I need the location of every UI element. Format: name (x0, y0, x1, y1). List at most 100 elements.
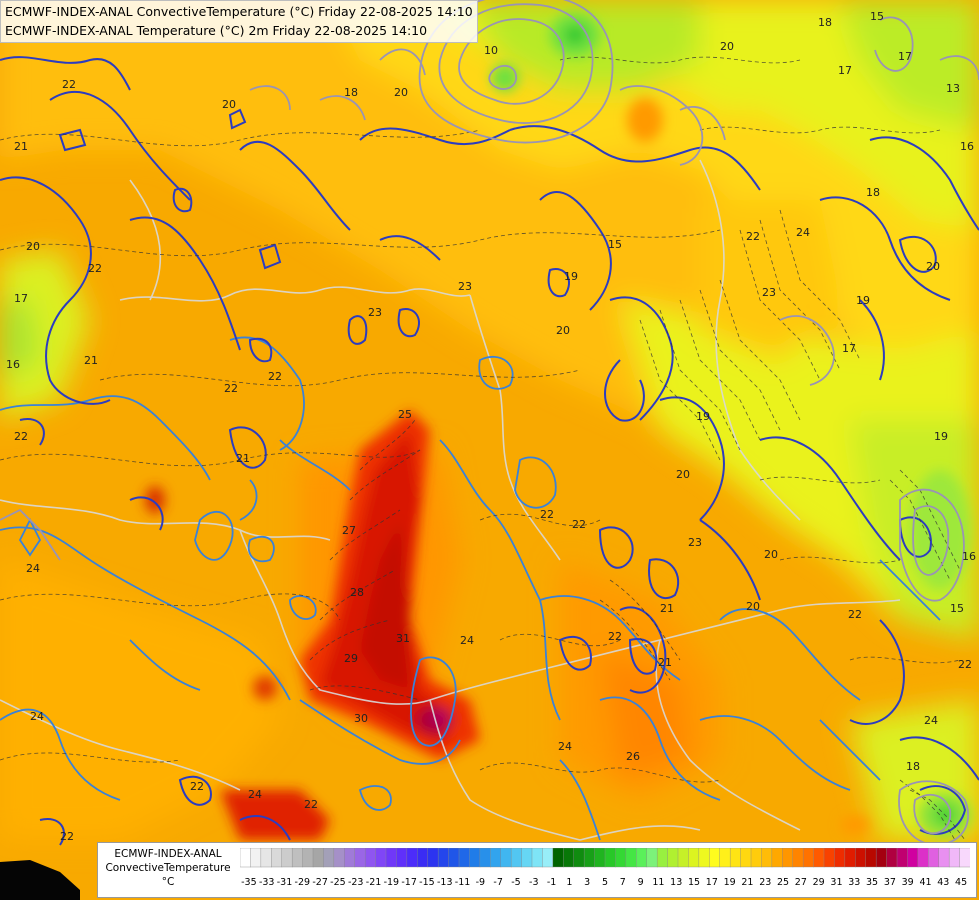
legend-swatch (729, 848, 742, 868)
legend-swatch (625, 848, 637, 868)
legend-tick-label: 11 (652, 877, 664, 888)
legend-swatch (719, 848, 731, 868)
legend-unit: °C (161, 876, 175, 888)
legend-swatch (375, 848, 387, 868)
contour-label: 15 (950, 602, 964, 615)
legend-tick-label: -29 (295, 877, 311, 888)
legend-tick-label: 29 (813, 877, 825, 888)
contour-label: 21 (660, 602, 674, 615)
contour-label: 22 (848, 608, 862, 621)
legend-tick-label: 45 (955, 877, 967, 888)
contour-label: 26 (626, 750, 640, 763)
contour-label: 10 (484, 44, 498, 57)
legend-swatch (688, 848, 700, 868)
contour-label: 22 (304, 798, 318, 811)
legend-swatch (552, 848, 564, 868)
legend-tick-label: 5 (602, 877, 608, 888)
legend-swatch (855, 848, 867, 868)
legend-title: ECMWF-INDEX-ANAL ConvectiveTemperature °… (102, 847, 234, 889)
legend-tick-label: 27 (795, 877, 807, 888)
legend-color-bar: -35 -33 -31 -29 -27 -25 -23 -21 -19 -17 -15 -13 -11-… (240, 848, 970, 888)
legend-tick-label: -15 (419, 877, 435, 888)
legend-tick-label: 7 (620, 877, 626, 888)
map-title-box: ECMWF-INDEX-ANAL ConvectiveTemperature (… (0, 0, 478, 43)
legend-swatch (709, 848, 721, 868)
legend-tick-label: -3 (529, 877, 538, 888)
contour-label: 24 (30, 710, 44, 723)
contour-label: 23 (458, 280, 472, 293)
legend-swatch (406, 848, 418, 868)
contour-label: 24 (248, 788, 262, 801)
legend-swatch (907, 848, 919, 868)
legend-swatch (479, 848, 491, 868)
legend-swatch (458, 848, 470, 868)
legend-tick-label: -25 (330, 877, 346, 888)
legend-swatch (886, 848, 898, 868)
legend-swatch (448, 848, 460, 868)
legend-swatch (583, 848, 596, 868)
legend-tick-label: -5 (511, 877, 520, 888)
legend-tick-label: 1 (566, 877, 572, 888)
contour-label: 19 (564, 270, 578, 283)
legend-swatch (333, 848, 345, 868)
legend-swatch (615, 848, 627, 868)
legend-swatch (490, 848, 502, 868)
legend-swatch (875, 848, 888, 868)
contour-label: 21 (658, 656, 672, 669)
contour-label: 19 (934, 430, 948, 443)
legend-tick-label: -21 (366, 877, 382, 888)
legend-tick-label: 9 (638, 877, 644, 888)
legend-tick-label: 13 (670, 877, 682, 888)
contour-label: 13 (946, 82, 960, 95)
legend-swatch (344, 848, 356, 868)
legend-tick-label: 15 (688, 877, 700, 888)
legend-swatch (677, 848, 689, 868)
legend-tick-label: 33 (848, 877, 860, 888)
contour-label: 23 (368, 306, 382, 319)
legend-tick-label: -7 (493, 877, 502, 888)
legend-tick-label: 43 (937, 877, 949, 888)
legend-tick-label: -23 (348, 877, 364, 888)
contour-label: 15 (870, 10, 884, 23)
legend-swatch (782, 848, 794, 868)
legend-tick-label: -31 (277, 877, 293, 888)
legend-swatch (531, 848, 543, 868)
convective-temperature-contours (0, 56, 979, 846)
legend-swatch (604, 848, 616, 868)
legend-swatch (594, 848, 606, 868)
legend-swatch (698, 848, 710, 868)
legend-swatch (750, 848, 762, 868)
contour-label: 22 (746, 230, 760, 243)
contour-label: 18 (344, 86, 358, 99)
legend-swatch (250, 848, 262, 868)
contour-label: 24 (796, 226, 810, 239)
contour-label: 16 (962, 550, 976, 563)
contour-label: 16 (6, 358, 20, 371)
legend-tick-label: 3 (584, 877, 590, 888)
legend-tick-label: 17 (706, 877, 718, 888)
legend-swatch (740, 848, 752, 868)
contour-label: 18 (906, 760, 920, 773)
legend-swatch (364, 848, 377, 868)
contour-label: 17 (14, 292, 28, 305)
contour-label: 27 (342, 524, 356, 537)
legend-swatch (417, 848, 429, 868)
contour-labels: 22 20 21 18 20 20 17 18 17 13 15 16 18 2… (6, 10, 976, 843)
legend-swatch (573, 848, 585, 868)
contour-label: 22 (608, 630, 622, 643)
contour-label: 24 (924, 714, 938, 727)
legend-tick-label: 39 (902, 877, 914, 888)
legend-swatch (792, 848, 804, 868)
legend-swatch (385, 848, 397, 868)
legend-swatch (396, 848, 408, 868)
legend-swatch (667, 848, 679, 868)
contour-label: 22 (62, 78, 76, 91)
contour-label: 18 (818, 16, 832, 29)
contour-label: 20 (394, 86, 408, 99)
legend-tick-label: -13 (437, 877, 453, 888)
contour-label: 20 (764, 548, 778, 561)
title-convective-temperature: ECMWF-INDEX-ANAL ConvectiveTemperature (… (5, 4, 473, 19)
contour-label: 24 (558, 740, 572, 753)
legend-swatch (510, 848, 523, 868)
contour-label: 31 (396, 632, 410, 645)
